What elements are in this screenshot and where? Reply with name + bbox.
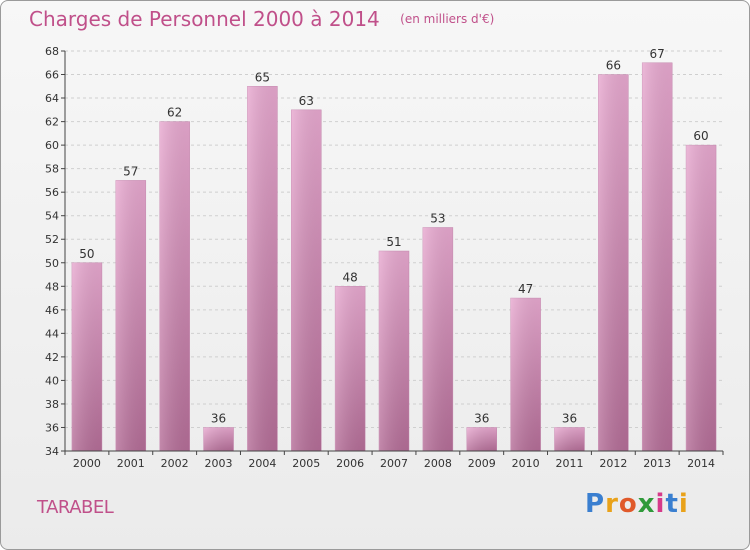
bar-shade <box>71 262 102 451</box>
bar-value-label: 66 <box>606 59 621 73</box>
bar-shade <box>554 427 585 451</box>
y-tick-label: 50 <box>45 257 59 270</box>
y-tick-label: 34 <box>45 445 59 458</box>
bar-shade <box>159 121 190 452</box>
x-tick-label: 2010 <box>512 457 540 470</box>
bar-shade <box>686 145 717 451</box>
bar-value-label: 51 <box>386 235 401 249</box>
bar-shade <box>466 427 497 451</box>
y-tick-label: 60 <box>45 139 59 152</box>
bar-shade <box>598 74 629 451</box>
x-tick-label: 2007 <box>380 457 408 470</box>
x-tick-label: 2013 <box>643 457 671 470</box>
y-tick-label: 56 <box>45 186 59 199</box>
bar-shade <box>379 251 409 451</box>
y-tick-label: 62 <box>45 116 59 129</box>
bar-value-label: 57 <box>123 164 138 178</box>
y-tick-label: 42 <box>45 351 59 364</box>
y-tick-label: 64 <box>45 92 59 105</box>
y-axis: 34 36 38 40 42 44 46 48 50 52 54 56 58 60 62 64 66 68 <box>45 45 66 458</box>
bar-value-label: 62 <box>167 106 182 120</box>
bar-value-label: 53 <box>430 211 445 225</box>
bar-value-label: 36 <box>474 411 489 425</box>
x-tick-label: 2012 <box>599 457 627 470</box>
y-tick-label: 36 <box>45 421 59 434</box>
bar-shade <box>510 298 541 451</box>
chart-title: Charges de Personnel 2000 à 2014 <box>29 7 380 31</box>
chart-title-block: Charges de Personnel 2000 à 2014 (en mil… <box>29 7 494 31</box>
bars: 50 57 62 36 65 63 48 51 53 36 47 36 66 67 60 <box>71 47 717 452</box>
bar-shade <box>335 286 366 451</box>
x-tick-label: 2005 <box>292 457 320 470</box>
y-tick-label: 58 <box>45 163 59 176</box>
bar-value-label: 65 <box>255 70 270 84</box>
y-tick-label: 52 <box>45 233 59 246</box>
y-tick-label: 68 <box>45 45 59 58</box>
y-tick-label: 66 <box>45 69 59 82</box>
bar-shade <box>247 86 278 451</box>
bar-shade <box>422 227 453 451</box>
bar-value-label: 63 <box>299 94 314 108</box>
bar-value-label: 67 <box>650 47 665 61</box>
bar-shade <box>642 62 673 451</box>
y-tick-label: 54 <box>45 210 59 223</box>
x-tick-label: 2008 <box>424 457 452 470</box>
bar-value-label: 48 <box>342 270 357 284</box>
x-tick-label: 2002 <box>161 457 189 470</box>
x-tick-label: 2000 <box>73 457 101 470</box>
x-tick-label: 2014 <box>687 457 715 470</box>
bar-value-label: 50 <box>79 247 94 261</box>
bar-value-label: 60 <box>693 129 708 143</box>
bar-value-label: 47 <box>518 282 533 296</box>
bar-shade <box>291 109 322 451</box>
y-tick-label: 44 <box>45 327 59 340</box>
x-tick-label: 2004 <box>248 457 276 470</box>
x-axis: 2000 2001 2002 2003 2004 2005 2006 2007 2008 2009… <box>64 450 724 470</box>
bar-shade <box>203 427 234 451</box>
x-tick-label: 2003 <box>205 457 233 470</box>
proxiti-logo: Proxiti <box>585 489 689 519</box>
x-tick-label: 2006 <box>336 457 364 470</box>
y-tick-label: 46 <box>45 304 59 317</box>
bar-value-label: 36 <box>562 411 577 425</box>
x-tick-label: 2009 <box>468 457 496 470</box>
y-tick-label: 40 <box>45 374 59 387</box>
bar-shade <box>115 180 146 452</box>
commune-name: TARABEL <box>37 497 114 518</box>
chart-unit: (en milliers d'€) <box>400 12 495 26</box>
x-tick-label: 2001 <box>117 457 145 470</box>
y-tick-label: 38 <box>45 398 59 411</box>
y-tick-label: 48 <box>45 280 59 293</box>
bar-value-label: 36 <box>211 411 226 425</box>
x-tick-label: 2011 <box>555 457 583 470</box>
